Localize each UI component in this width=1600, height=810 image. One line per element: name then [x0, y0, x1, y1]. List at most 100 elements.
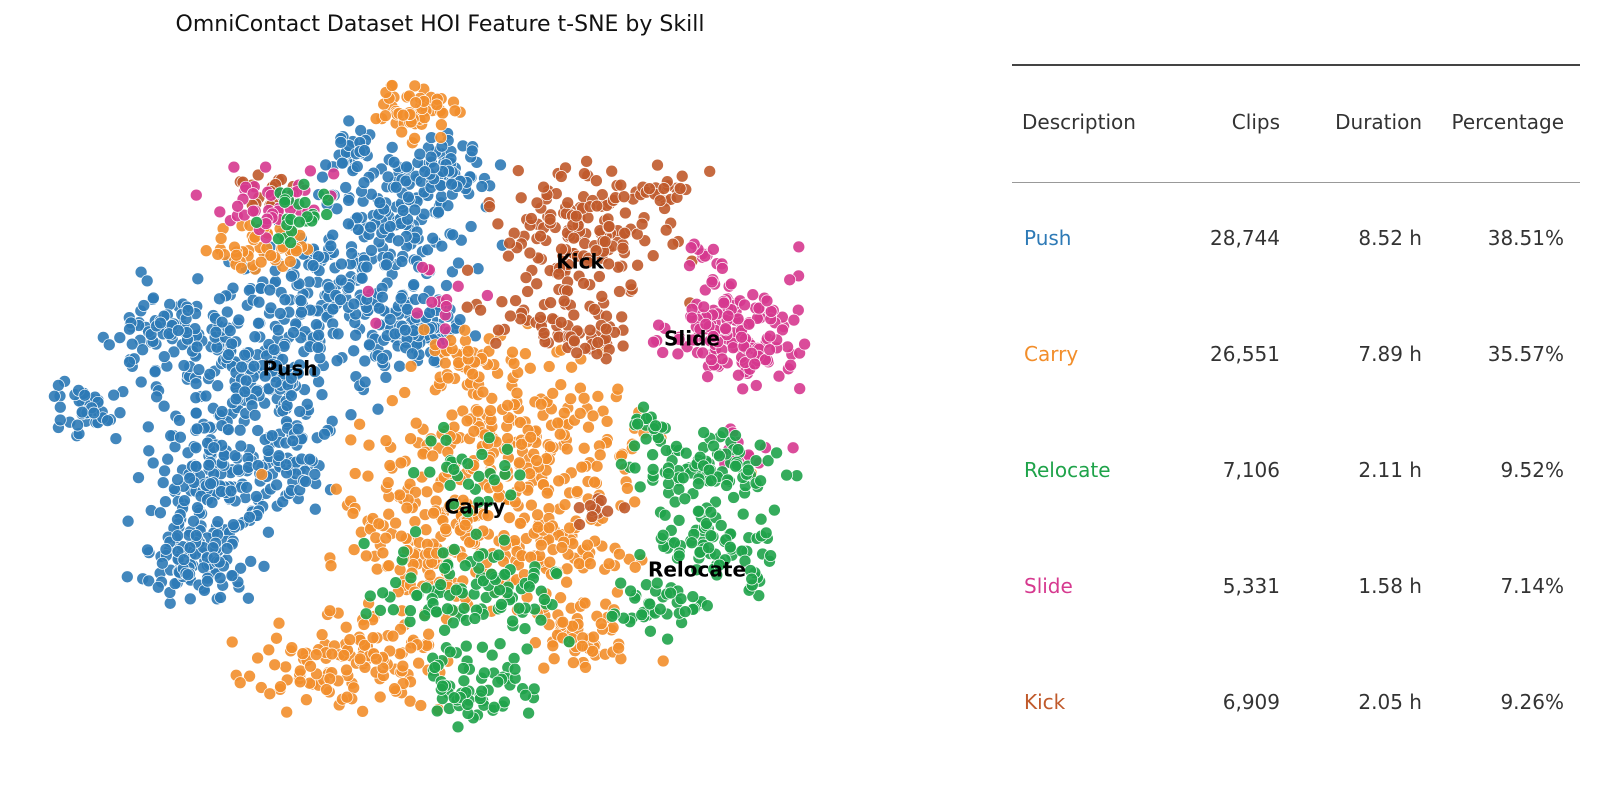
scatter-point-relocate: [727, 491, 740, 504]
scatter-point-relocate: [462, 477, 475, 491]
scatter-point-kick: [567, 308, 581, 322]
scatter-point-push: [209, 325, 223, 339]
scatter-point-carry: [356, 705, 369, 718]
scatter-point-push: [319, 158, 333, 172]
scatter-point-push: [264, 301, 278, 315]
scatter-point-carry: [530, 454, 543, 467]
scatter-point-push: [335, 257, 348, 271]
row-clips: 6,909: [1222, 690, 1280, 714]
scatter-point-carry: [372, 517, 386, 531]
scatter-point-carry: [543, 440, 557, 453]
row-description: Carry: [1024, 342, 1079, 366]
scatter-point-relocate: [520, 642, 534, 656]
scatter-point-push: [154, 316, 167, 330]
scatter-point-kick: [593, 270, 606, 283]
scatter-point-push: [269, 375, 283, 389]
header-clips: Clips: [1231, 110, 1280, 134]
scatter-point-carry: [199, 244, 213, 258]
scatter-point-slide: [652, 318, 665, 332]
scatter-point-push: [271, 323, 285, 337]
scatter-point-push: [324, 239, 338, 253]
scatter-point-push: [285, 389, 298, 402]
scatter-point-carry: [320, 683, 333, 696]
scatter-point-push: [121, 514, 135, 528]
scatter-point-kick: [523, 246, 537, 260]
scatter-point-push: [342, 217, 355, 231]
row-duration: 7.89 h: [1358, 342, 1422, 366]
scatter-point-relocate: [768, 503, 781, 517]
scatter-point-slide: [764, 305, 778, 318]
scatter-point-relocate: [428, 661, 442, 674]
scatter-point-carry: [268, 658, 282, 672]
scatter-point-push: [383, 313, 397, 326]
scatter-point-relocate: [387, 603, 400, 617]
scatter-point-push: [252, 295, 266, 309]
scatter-point-relocate: [519, 688, 532, 702]
scatter-point-slide: [671, 347, 685, 361]
scatter-point-relocate: [534, 613, 548, 627]
scatter-point-relocate: [457, 662, 470, 675]
scatter-point-relocate: [461, 457, 475, 471]
scatter-point-carry: [348, 467, 362, 480]
scatter-point-push: [87, 406, 101, 420]
scatter-point-relocate: [419, 581, 433, 595]
scatter-point-push: [75, 405, 89, 419]
scatter-point-carry: [572, 557, 586, 571]
scatter-point-relocate: [487, 473, 501, 487]
scatter-point-push: [228, 449, 242, 463]
scatter-point-push: [334, 273, 348, 287]
scatter-point-carry: [439, 522, 452, 536]
scatter-point-push: [171, 513, 184, 526]
scatter-point-push: [159, 495, 172, 508]
scatter-point-kick: [595, 290, 609, 303]
scatter-point-carry: [547, 652, 561, 666]
scatter-point-relocate: [430, 704, 444, 718]
table-row: Carry 26,551 7.89 h 35.57%: [1012, 342, 1580, 372]
scatter-point-push: [202, 458, 216, 472]
table-row: Kick 6,909 2.05 h 9.26%: [1012, 690, 1580, 720]
scatter-point-relocate: [458, 559, 472, 572]
scatter-point-relocate: [374, 604, 387, 617]
scatter-point-slide: [793, 382, 807, 395]
scatter-point-carry: [542, 521, 556, 535]
scatter-point-carry: [419, 523, 433, 537]
scatter-point-push: [293, 405, 307, 418]
scatter-point-kick: [570, 346, 584, 360]
scatter-point-relocate: [649, 419, 662, 433]
scatter-point-carry: [251, 651, 264, 665]
scatter-point-carry: [381, 476, 395, 489]
scatter-point-push: [418, 165, 432, 178]
scatter-point-slide: [783, 273, 797, 287]
scatter-point-push: [229, 392, 243, 406]
scatter-point-relocate: [438, 561, 452, 575]
scatter-point-relocate: [410, 589, 424, 602]
scatter-point-push: [350, 160, 364, 173]
scatter-point-kick: [537, 326, 551, 340]
scatter-point-kick: [492, 323, 505, 337]
scatter-point-carry: [404, 432, 417, 445]
scatter-point-push: [284, 371, 298, 385]
scatter-point-kick: [543, 212, 557, 226]
scatter-point-relocate: [404, 571, 418, 585]
scatter-point-carry: [369, 652, 383, 666]
scatter-point-push: [395, 255, 409, 268]
scatter-point-carry: [343, 633, 357, 647]
scatter-point-relocate: [678, 605, 692, 618]
scatter-point-carry: [565, 360, 578, 374]
scatter-point-relocate: [676, 471, 690, 485]
scatter-point-push: [464, 220, 478, 233]
scatter-point-carry: [255, 468, 269, 481]
scatter-point-carry: [560, 575, 573, 589]
scatter-point-slide: [798, 337, 811, 351]
scatter-point-kick: [525, 212, 538, 225]
scatter-point-slide: [696, 346, 710, 360]
scatter-point-relocate: [628, 439, 641, 453]
scatter-point-kick: [657, 182, 671, 195]
scatter-point-push: [350, 211, 364, 225]
scatter-point-kick: [651, 158, 664, 172]
scatter-point-push: [402, 190, 415, 204]
scatter-point-carry: [280, 705, 294, 719]
scatter-point-carry: [582, 420, 595, 434]
cluster-labels: Push Kick Slide Carry Relocate: [262, 250, 746, 582]
scatter-point-kick: [509, 294, 522, 307]
